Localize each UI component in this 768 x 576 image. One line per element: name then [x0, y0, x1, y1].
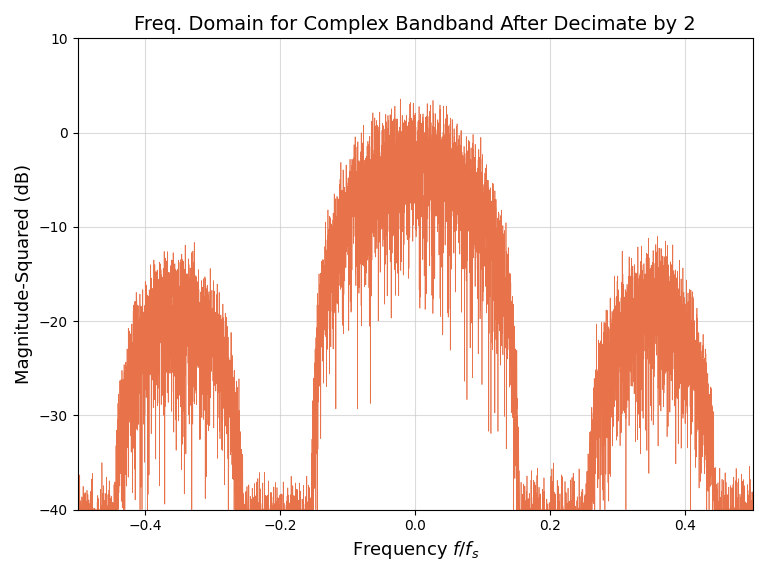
- X-axis label: Frequency $f/f_s$: Frequency $f/f_s$: [352, 539, 479, 561]
- Y-axis label: Magnitude-Squared (dB): Magnitude-Squared (dB): [15, 164, 33, 384]
- Title: Freq. Domain for Complex Bandband After Decimate by 2: Freq. Domain for Complex Bandband After …: [134, 15, 696, 34]
